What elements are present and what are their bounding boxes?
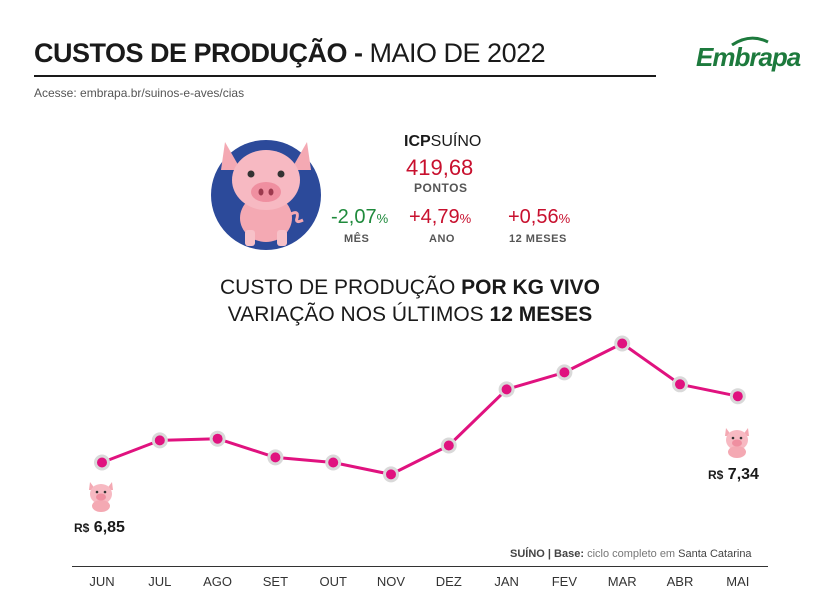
- title-bold: CUSTOS DE PRODUÇÃO -: [34, 38, 363, 68]
- var-month-value: -2,07: [331, 206, 377, 228]
- source-place: Santa Catarina: [678, 548, 752, 560]
- data-point-mai[interactable]: [729, 388, 746, 405]
- last-value: 7,34: [727, 466, 759, 483]
- x-tick-ago: AGO: [203, 574, 233, 589]
- pig-small-icon-last: [725, 428, 749, 458]
- data-point-dez[interactable]: [440, 437, 457, 454]
- first-value-label: R$ 6,85: [74, 519, 125, 537]
- x-tick-set: SET: [262, 574, 289, 589]
- icp-unit: PONTOS: [414, 181, 468, 195]
- data-point-abr[interactable]: [672, 376, 688, 393]
- data-point-jul[interactable]: [151, 432, 168, 449]
- last-value-label: R$ 7,34: [708, 466, 759, 484]
- var-year-value: +4,79: [409, 206, 460, 228]
- page-title: CUSTOS DE PRODUÇÃO - MAIO DE 2022: [34, 38, 546, 69]
- pig-circle-icon: [211, 140, 321, 250]
- chart-subtitle-line2: VARIAÇÃO NOS ÚLTIMOS 12 MESES: [0, 303, 820, 327]
- first-value-prefix: R$: [74, 521, 90, 535]
- data-point-fev[interactable]: [556, 364, 573, 381]
- data-point-set[interactable]: [267, 449, 284, 466]
- data-point-jun[interactable]: [94, 454, 110, 471]
- var-12m-label: 12 MESES: [509, 233, 567, 245]
- chart-subtitle-line1: CUSTO DE PRODUÇÃO POR KG VIVO: [0, 276, 820, 300]
- logo-swoosh-icon: [731, 36, 769, 46]
- x-tick-mai: MAI: [726, 574, 750, 589]
- x-tick-nov: NOV: [376, 574, 406, 589]
- var-12m-value: +0,56: [508, 206, 559, 228]
- x-tick-jun: JUN: [89, 574, 115, 589]
- data-point-out[interactable]: [325, 454, 342, 471]
- subtitle-line2-bold: 12 MESES: [489, 303, 593, 326]
- last-value-prefix: R$: [708, 468, 724, 482]
- embrapa-logo: Embrapa: [696, 42, 801, 72]
- icp-title-rest: SUÍNO: [430, 133, 482, 150]
- var-year-pct: %: [459, 211, 472, 226]
- access-link[interactable]: Acesse: embrapa.br/suinos-e-aves/cias: [34, 86, 245, 100]
- series-line: [101, 342, 739, 476]
- var-month-label: MÊS: [344, 233, 370, 245]
- icp-title: ICPSUÍNO: [404, 133, 481, 151]
- source-bold: SUÍNO | Base:: [510, 548, 584, 560]
- title-light: MAIO DE 2022: [369, 38, 546, 68]
- icp-title-bold: ICP: [404, 133, 431, 150]
- var-12m-pct: %: [558, 211, 571, 226]
- data-point-mar[interactable]: [614, 335, 631, 352]
- x-tick-dez: DEZ: [435, 574, 462, 589]
- x-axis-line: [72, 566, 768, 567]
- subtitle-line1-bold: POR KG VIVO: [461, 276, 600, 299]
- source-light: ciclo completo em: [587, 548, 676, 560]
- var-year: +4,79%: [409, 206, 471, 229]
- data-point-ago[interactable]: [209, 430, 226, 447]
- x-tick-jul: JUL: [148, 574, 172, 589]
- x-tick-fev: FEV: [551, 574, 578, 589]
- var-month: -2,07%: [331, 206, 388, 229]
- x-tick-abr: ABR: [666, 574, 694, 589]
- x-tick-out: OUT: [319, 574, 347, 589]
- icp-value: 419,68: [406, 155, 474, 180]
- subtitle-line1-light: CUSTO DE PRODUÇÃO: [219, 276, 462, 299]
- var-month-pct: %: [376, 211, 389, 226]
- title-rule: [34, 75, 656, 77]
- pig-small-icon-first: [89, 482, 113, 512]
- data-point-jan[interactable]: [498, 381, 515, 398]
- var-12m: +0,56%: [508, 206, 570, 229]
- subtitle-line2-light: VARIAÇÃO NOS ÚLTIMOS: [227, 303, 490, 326]
- data-point-nov[interactable]: [383, 466, 399, 483]
- source-note: SUÍNO | Base: ciclo completo em Santa Ca…: [510, 548, 752, 560]
- x-tick-mar: MAR: [607, 574, 637, 589]
- var-year-label: ANO: [429, 233, 455, 245]
- first-value: 6,85: [93, 519, 125, 536]
- x-tick-jan: JAN: [494, 574, 519, 589]
